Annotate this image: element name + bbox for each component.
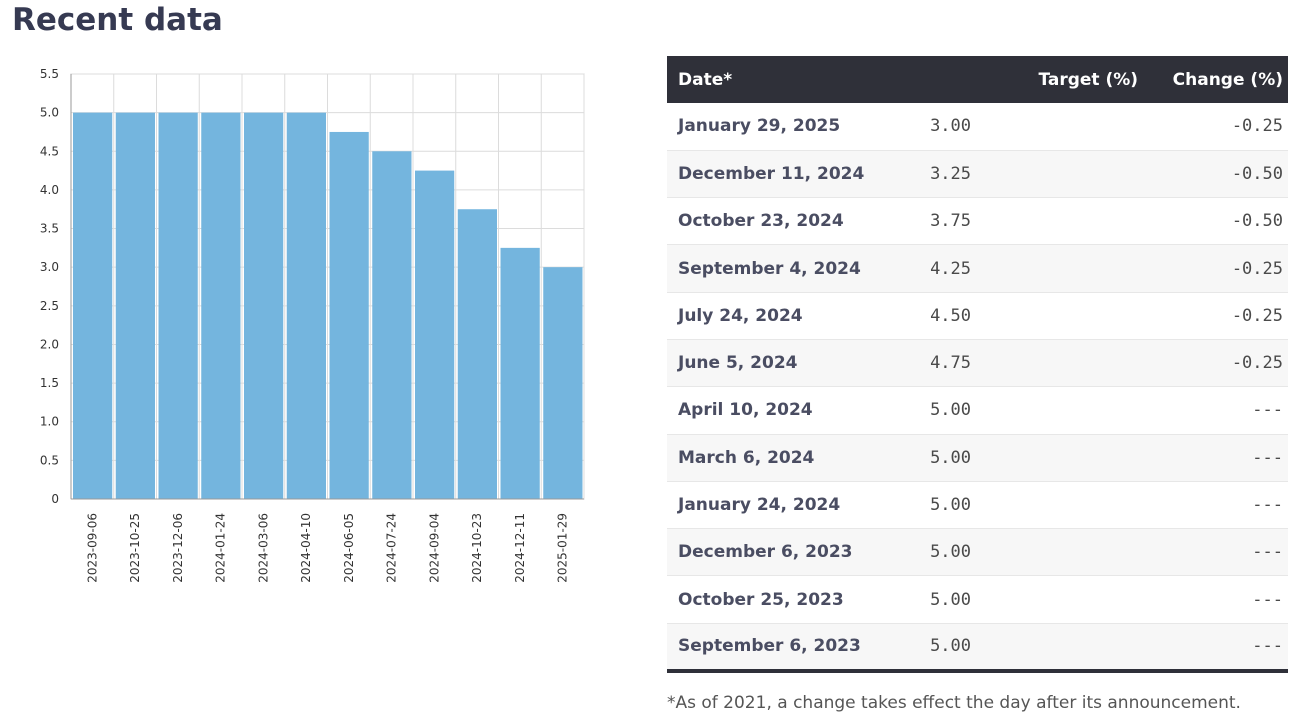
x-tick-label: 2024-12-11 xyxy=(513,513,527,583)
x-tick-label: 2024-06-05 xyxy=(342,513,356,583)
y-tick-label: 2.5 xyxy=(40,299,59,313)
table-row: June 5, 2024 4.75 -0.25 xyxy=(667,339,1288,387)
row-target: 5.00 xyxy=(930,542,972,563)
table-row: January 29, 2025 3.00 -0.25 xyxy=(667,103,1288,151)
row-target: 3.75 xyxy=(930,211,972,232)
x-tick-label: 2024-10-23 xyxy=(470,513,484,583)
row-target: 4.25 xyxy=(930,258,972,279)
x-tick-label: 2024-07-24 xyxy=(385,513,399,583)
bar xyxy=(115,112,155,500)
y-tick-label: 5.0 xyxy=(40,106,59,120)
bar xyxy=(500,247,540,499)
row-target: 4.50 xyxy=(930,305,972,326)
header-change: Change (%) xyxy=(1172,69,1283,90)
row-target: 4.75 xyxy=(930,353,972,374)
table-row: March 6, 2024 5.00 --- xyxy=(667,434,1288,482)
bar xyxy=(372,151,412,500)
row-change: -0.50 xyxy=(1231,211,1283,232)
row-date: January 29, 2025 xyxy=(678,116,841,137)
y-tick-label: 4.0 xyxy=(40,183,59,197)
row-change: --- xyxy=(1252,542,1283,563)
row-change: --- xyxy=(1252,589,1283,610)
y-tick-label: 2.0 xyxy=(40,337,59,351)
bar xyxy=(158,112,198,500)
bar xyxy=(201,112,241,500)
row-date: June 5, 2024 xyxy=(678,353,798,374)
table-row: July 24, 2024 4.50 -0.25 xyxy=(667,292,1288,340)
row-date: September 6, 2023 xyxy=(678,636,861,657)
footnote: *As of 2021, a change takes effect the d… xyxy=(667,693,1241,713)
x-tick-label: 2025-01-29 xyxy=(556,513,570,583)
row-change: -0.25 xyxy=(1231,305,1283,326)
y-tick-label: 1.0 xyxy=(40,415,59,429)
row-change: --- xyxy=(1252,447,1283,468)
x-tick-label: 2023-10-25 xyxy=(128,513,142,583)
bar xyxy=(73,112,113,500)
y-tick-label: 3.5 xyxy=(40,222,59,236)
y-tick-label: 3.0 xyxy=(40,260,59,274)
row-date: December 11, 2024 xyxy=(678,163,865,184)
bar xyxy=(286,112,326,500)
table-row: April 10, 2024 5.00 --- xyxy=(667,386,1288,435)
bar xyxy=(415,170,455,499)
row-change: -0.25 xyxy=(1231,116,1283,137)
row-target: 3.25 xyxy=(930,163,972,184)
row-date: April 10, 2024 xyxy=(678,400,813,421)
header-target: Target (%) xyxy=(1038,69,1139,90)
y-tick-label: 1.5 xyxy=(40,376,59,390)
row-change: --- xyxy=(1252,636,1283,657)
table-row: October 25, 2023 5.00 --- xyxy=(667,575,1288,624)
row-target: 5.00 xyxy=(930,495,972,516)
table-row: January 24, 2024 5.00 --- xyxy=(667,481,1288,529)
rate-table: Date* Target (%) Change (%) January 29, … xyxy=(667,56,1288,673)
table-row: December 6, 2023 5.00 --- xyxy=(667,528,1288,576)
table-row: September 6, 2023 5.00 --- xyxy=(667,623,1288,671)
y-tick-label: 0 xyxy=(51,492,59,506)
header-date: Date* xyxy=(678,69,733,90)
table-row: October 23, 2024 3.75 -0.50 xyxy=(667,197,1288,245)
row-change: -0.25 xyxy=(1231,258,1283,279)
table-row: September 4, 2024 4.25 -0.25 xyxy=(667,244,1288,293)
table-header-row: Date* Target (%) Change (%) xyxy=(667,56,1288,103)
row-date: March 6, 2024 xyxy=(678,447,815,468)
row-change: --- xyxy=(1252,400,1283,421)
bar xyxy=(329,131,369,500)
row-date: October 25, 2023 xyxy=(678,589,844,610)
row-date: July 24, 2024 xyxy=(678,305,803,326)
y-tick-label: 0.5 xyxy=(40,453,59,467)
x-tick-label: 2024-01-24 xyxy=(214,513,228,583)
x-tick-label: 2024-04-10 xyxy=(299,513,313,583)
row-target: 5.00 xyxy=(930,636,972,657)
row-target: 5.00 xyxy=(930,589,972,610)
row-date: December 6, 2023 xyxy=(678,542,853,563)
row-target: 5.00 xyxy=(930,447,972,468)
bar xyxy=(457,209,497,499)
row-change: -0.25 xyxy=(1231,353,1283,374)
x-tick-label: 2023-09-06 xyxy=(85,513,99,583)
row-target: 3.00 xyxy=(930,116,972,137)
page-title: Recent data xyxy=(12,2,223,38)
x-tick-label: 2024-03-06 xyxy=(256,513,270,583)
table-row: December 11, 2024 3.25 -0.50 xyxy=(667,150,1288,198)
row-date: January 24, 2024 xyxy=(678,495,841,516)
row-target: 5.00 xyxy=(930,400,972,421)
bar xyxy=(244,112,284,500)
y-tick-label: 4.5 xyxy=(40,144,59,158)
row-change: --- xyxy=(1252,495,1283,516)
row-date: September 4, 2024 xyxy=(678,258,861,279)
row-date: October 23, 2024 xyxy=(678,211,844,232)
x-tick-label: 2024-09-04 xyxy=(427,513,441,583)
bar xyxy=(543,267,583,499)
bar-chart: 0 0.5 1.0 1.5 2.0 2.5 3.0 3.5 4.0 4.5 5.0 5.5 2023-0… xyxy=(40,67,585,583)
row-change: -0.50 xyxy=(1231,163,1283,184)
y-tick-label: 5.5 xyxy=(40,67,59,81)
x-tick-label: 2023-12-06 xyxy=(171,513,185,583)
